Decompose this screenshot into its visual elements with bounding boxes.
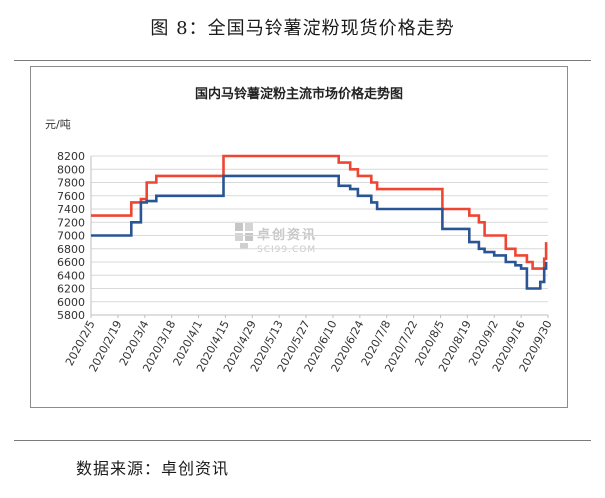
y-tick-label: 6800 [57, 243, 85, 256]
chart-title: 国内马铃薯淀粉主流市场价格走势图 [195, 86, 403, 102]
source-note: 数据来源：卓创资讯 [76, 459, 230, 478]
chart-frame: 国内马铃薯淀粉主流市场价格走势图 元/吨 卓创资讯 SCI99.COM 8200… [30, 66, 568, 408]
watermark-logo-icon [235, 223, 253, 249]
figure-title: 图 8：全国马铃薯淀粉现货价格走势 [150, 18, 455, 39]
y-tick-label: 7600 [57, 190, 85, 203]
y-tick-label: 8000 [57, 163, 85, 176]
chart-svg: 国内马铃薯淀粉主流市场价格走势图 元/吨 卓创资讯 SCI99.COM 8200… [45, 86, 555, 374]
y-tick-label: 6000 [57, 296, 85, 309]
y-tick-label: 8200 [57, 150, 85, 163]
y-axis-label: 元/吨 [45, 118, 71, 131]
y-tick-label: 7200 [57, 216, 85, 229]
y-tick-label: 6200 [57, 283, 85, 296]
series-line-high [91, 154, 548, 270]
watermark-url: SCI99.COM [257, 245, 316, 255]
y-tick-label: 7400 [57, 203, 85, 216]
y-tick-label: 6600 [57, 256, 85, 269]
y-tick-label: 7800 [57, 177, 85, 190]
series-line-low [91, 174, 548, 290]
y-tick-label: 6400 [57, 269, 85, 282]
watermark: 卓创资讯 SCI99.COM [235, 223, 316, 255]
bottom-rule [14, 440, 591, 441]
top-rule [14, 60, 591, 61]
y-tick-label: 5800 [57, 309, 85, 322]
y-tick-label: 7000 [57, 230, 85, 243]
